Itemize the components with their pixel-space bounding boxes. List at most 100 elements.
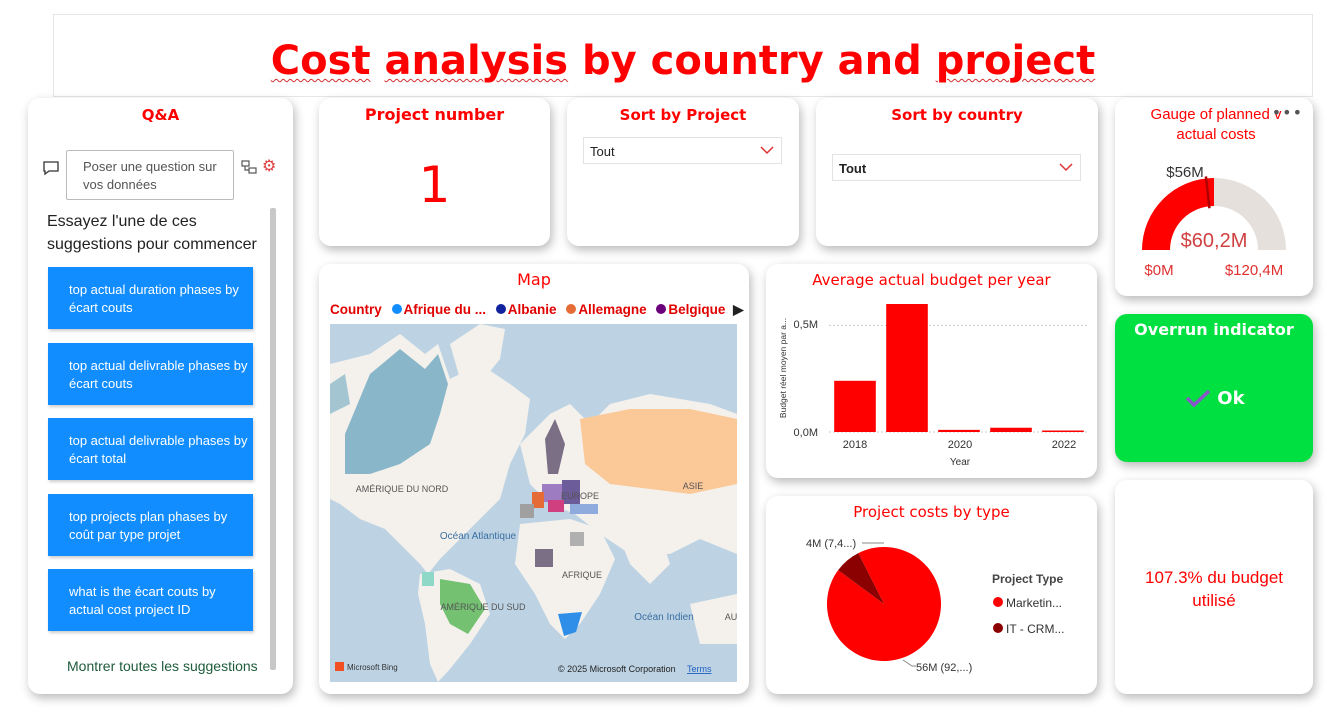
map-legend-title: Country bbox=[330, 302, 382, 317]
project-number-title: Project number bbox=[364, 105, 505, 124]
sort-country-card: Sort by country Tout bbox=[816, 98, 1098, 246]
south-asia-shape bbox=[620, 534, 670, 584]
suggestion-2[interactable]: top actual delivrable phases by écart co… bbox=[48, 343, 253, 405]
gauge-card: Gauge of planned v actual costs ••• $60,… bbox=[1115, 98, 1313, 296]
budget-used-card: 107.3% du budget utilisé bbox=[1115, 480, 1313, 694]
overrun-status-text: Ok bbox=[1217, 388, 1245, 409]
sort-country-selected: Tout bbox=[839, 161, 867, 176]
map-card: Map Country Afrique du ... Albanie Allem… bbox=[319, 264, 749, 694]
map-legend-item-4[interactable]: Belgique bbox=[668, 302, 726, 317]
bar-2020[interactable] bbox=[938, 429, 980, 432]
pie-slice-2[interactable] bbox=[838, 553, 884, 604]
bar-chart-title: Average actual budget per year bbox=[812, 271, 1051, 289]
pie-legend-title: Project Type bbox=[992, 572, 1063, 586]
scandinavia-region bbox=[545, 419, 565, 474]
sort-project-selected: Tout bbox=[590, 144, 615, 159]
bar-2022[interactable] bbox=[1042, 430, 1084, 433]
y-tick-0-5m: 0,5M bbox=[794, 319, 818, 331]
pie-legend-item-2[interactable]: IT - CRM... bbox=[1006, 622, 1064, 636]
qa-card: Q&A Poser une question sur vos données ⚙… bbox=[28, 98, 293, 694]
world-map[interactable]: AMÉRIQUE DU NORD EUROPE ASIE Océan Atlan… bbox=[330, 324, 737, 682]
more-options-icon[interactable]: ••• bbox=[1271, 103, 1303, 122]
gear-icon[interactable]: ⚙ bbox=[262, 156, 277, 175]
map-terms-link[interactable]: Terms bbox=[687, 664, 712, 674]
bing-label: Microsoft Bing bbox=[347, 663, 398, 672]
x-tick-2022: 2022 bbox=[1052, 439, 1076, 451]
bing-logo-icon bbox=[335, 662, 344, 671]
gauge-value-arc bbox=[1142, 178, 1214, 250]
greenland-shape bbox=[450, 324, 505, 384]
map-label-australia: AU bbox=[725, 612, 737, 622]
suggestion-3[interactable]: top actual delivrable phases by écart to… bbox=[48, 418, 253, 480]
gauge-min-label: $0M bbox=[1144, 262, 1173, 279]
sort-project-card: Sort by Project Tout bbox=[567, 98, 799, 246]
sort-project-title: Sort by Project bbox=[619, 106, 747, 124]
pie-chart-title: Project costs by type bbox=[853, 503, 1010, 521]
chat-icon bbox=[43, 161, 59, 176]
map-legend: Country Afrique du ... Albanie Allemagne… bbox=[330, 302, 744, 318]
egypt-region bbox=[570, 532, 584, 546]
map-legend-item-2[interactable]: Albanie bbox=[507, 302, 557, 317]
bar-2019[interactable] bbox=[886, 304, 928, 432]
bar-chart: 0,5M 0,0M 2018 2020 2022 Year Budget rée… bbox=[778, 304, 1089, 468]
pie-chart: 4M (7,4...) 56M (92,...) Project Type Ma… bbox=[806, 538, 1064, 674]
legend-next-arrow-icon[interactable]: ▶ bbox=[733, 302, 744, 317]
overrun-title: Overrun indicator bbox=[1134, 320, 1294, 339]
iberia-region bbox=[520, 504, 534, 518]
balkans-region bbox=[570, 504, 598, 514]
bar-2021[interactable] bbox=[990, 427, 1032, 432]
budget-used-text: 107.3% du budget utilisé bbox=[1144, 568, 1283, 610]
y-tick-0-0m: 0,0M bbox=[794, 427, 818, 439]
suggestion-1[interactable]: top actual duration phases by écart cout… bbox=[48, 267, 253, 329]
australia-shape bbox=[690, 594, 737, 644]
gauge-target-label: $56M bbox=[1166, 164, 1204, 181]
pie-legend-dot-2 bbox=[993, 623, 1003, 633]
bar-y-axis-label: Budget réel moyen par a... bbox=[778, 318, 788, 418]
map-label-south-america: AMÉRIQUE DU SUD bbox=[440, 602, 526, 612]
bar-chart-card: Average actual budget per year 0,5M 0,0M… bbox=[766, 264, 1097, 478]
map-legend-item-1[interactable]: Afrique du ... bbox=[403, 302, 487, 317]
overrun-indicator-card: Overrun indicator Ok bbox=[1115, 314, 1313, 462]
gauge-chart: $60,2M $56M $0M $120,4M bbox=[1142, 164, 1286, 279]
suggestion-4[interactable]: top projects plan phases by coût par typ… bbox=[48, 494, 253, 556]
pie-legend-dot-1 bbox=[993, 597, 1003, 607]
russia-region bbox=[580, 409, 737, 494]
project-number-card: Project number 1 bbox=[319, 98, 550, 246]
alaska-region bbox=[330, 374, 350, 414]
map-label-africa: AFRIQUE bbox=[562, 570, 602, 580]
suggestion-5[interactable]: what is the écart couts by actual cost p… bbox=[48, 569, 253, 631]
italy-region bbox=[548, 500, 564, 512]
gauge-title: Gauge of planned v actual costs bbox=[1150, 106, 1282, 143]
west-africa-region bbox=[535, 549, 553, 567]
pie-label-large: 56M (92,...) bbox=[916, 662, 972, 674]
check-icon bbox=[1185, 389, 1211, 408]
x-tick-2020: 2020 bbox=[948, 439, 972, 451]
chevron-down-icon bbox=[760, 146, 774, 155]
germany-region bbox=[542, 484, 562, 502]
map-label-atlantic: Océan Atlantique bbox=[440, 531, 517, 542]
sort-country-title: Sort by country bbox=[891, 106, 1023, 124]
project-number-value: 1 bbox=[418, 156, 451, 214]
sort-country-dropdown[interactable]: Tout bbox=[832, 154, 1081, 181]
sort-project-dropdown[interactable]: Tout bbox=[583, 137, 782, 164]
qa-question-input[interactable]: Poser une question sur vos données bbox=[66, 150, 234, 200]
show-all-suggestions-link[interactable]: Montrer toutes les suggestions bbox=[67, 658, 258, 674]
flow-icon[interactable] bbox=[240, 158, 258, 176]
pie-legend-item-1[interactable]: Marketin... bbox=[1006, 596, 1062, 610]
map-label-europe: EUROPE bbox=[561, 491, 599, 501]
poland-region bbox=[562, 480, 580, 504]
pie-label-small: 4M (7,4...) bbox=[806, 538, 856, 550]
bar-x-axis-label: Year bbox=[950, 457, 971, 468]
map-legend-item-3[interactable]: Allemagne bbox=[578, 302, 647, 317]
overrun-status: Ok bbox=[1185, 388, 1245, 409]
map-label-asia: ASIE bbox=[683, 481, 704, 491]
map-label-indian-ocean: Océan Indien bbox=[634, 612, 694, 623]
gauge-target-marker bbox=[1204, 176, 1211, 209]
title-box: Cost analysis by country and project bbox=[53, 14, 1313, 97]
bar-2018[interactable] bbox=[834, 380, 876, 432]
gauge-max-label: $120,4M bbox=[1225, 262, 1283, 279]
south-africa-region bbox=[558, 612, 582, 636]
france-region bbox=[532, 492, 544, 508]
qa-scrollbar[interactable] bbox=[270, 208, 276, 670]
qa-title: Q&A bbox=[141, 106, 180, 124]
